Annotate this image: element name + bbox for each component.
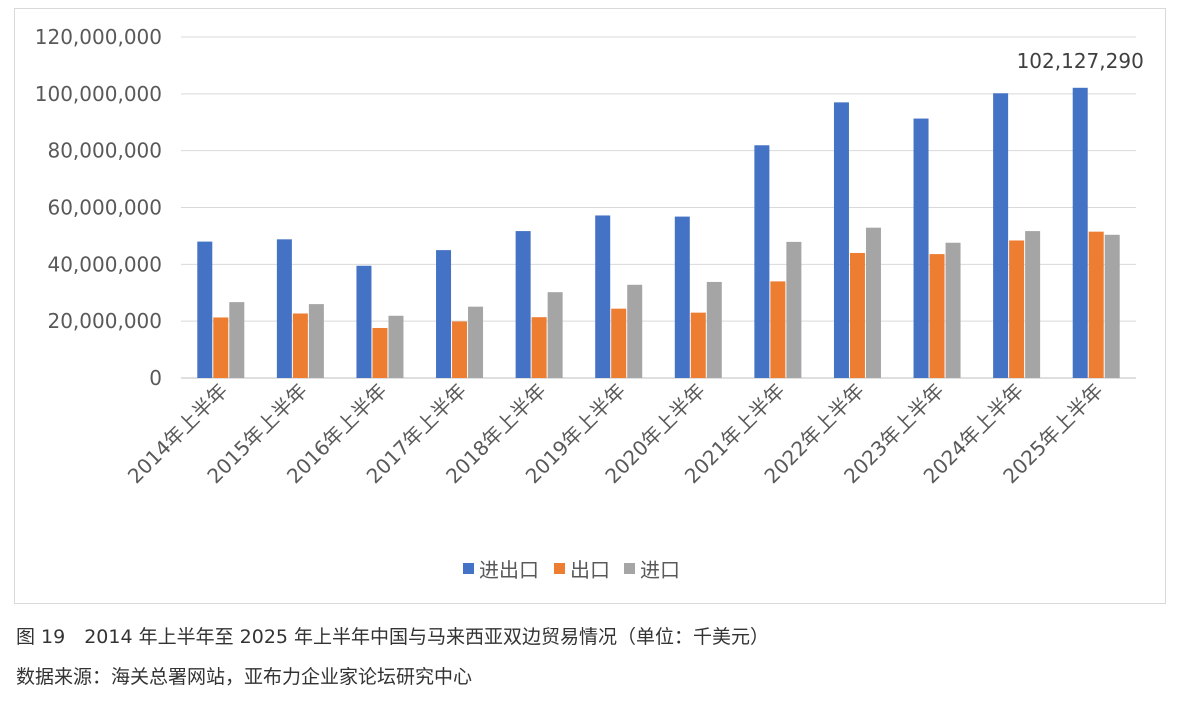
bar (515, 231, 531, 378)
bar (388, 315, 404, 378)
bar (595, 215, 611, 378)
bar (531, 317, 547, 378)
bar (547, 292, 563, 378)
bar (993, 93, 1009, 378)
legend-label: 进出口 (479, 558, 539, 582)
bar (929, 254, 945, 378)
bar (229, 302, 245, 378)
bar (1072, 87, 1088, 379)
bar (1104, 234, 1120, 378)
bar (436, 250, 452, 378)
bar (627, 284, 643, 378)
bar (754, 145, 770, 378)
bar (213, 317, 229, 378)
bar (849, 252, 865, 378)
bar (356, 265, 372, 378)
figure-caption: 图 19 2014 年上半年至 2025 年上半年中国与马来西亚双边贸易情况（单… (16, 626, 770, 648)
y-tick-label: 20,000,000 (47, 309, 162, 333)
legend-swatch (624, 563, 635, 574)
bar (1025, 231, 1041, 378)
bar-chart: 0 20,000,000 40,000,000 60,000,000 80,000,00… (35, 25, 1144, 582)
bar (372, 327, 388, 378)
y-tick-label: 60,000,000 (47, 196, 162, 220)
bar (292, 313, 308, 378)
y-tick-label: 80,000,000 (47, 139, 162, 163)
legend-label: 进口 (640, 558, 680, 582)
bar (690, 312, 706, 378)
bar (1009, 240, 1025, 378)
bar (833, 102, 849, 378)
bar (865, 227, 881, 378)
bar (786, 241, 802, 378)
bar (468, 306, 484, 378)
y-tick-label: 100,000,000 (35, 82, 162, 106)
bar (452, 321, 468, 378)
bar (276, 239, 292, 378)
legend-swatch (463, 563, 474, 574)
bar (308, 304, 324, 378)
bar (945, 242, 961, 378)
legend-swatch (554, 563, 565, 574)
bar (770, 281, 786, 378)
bar (197, 241, 213, 378)
y-tick-label: 120,000,000 (35, 25, 162, 49)
bar (1088, 231, 1104, 378)
source-note: 数据来源：海关总署网站，亚布力企业家论坛研究中心 (16, 666, 473, 688)
legend-label: 出口 (570, 558, 610, 582)
bar (913, 118, 929, 378)
bar (611, 308, 627, 378)
data-label: 102,127,290 (1017, 49, 1144, 73)
y-tick-label: 0 (149, 366, 162, 390)
bar (706, 281, 722, 378)
y-tick-label: 40,000,000 (47, 252, 162, 276)
bar (674, 216, 690, 378)
